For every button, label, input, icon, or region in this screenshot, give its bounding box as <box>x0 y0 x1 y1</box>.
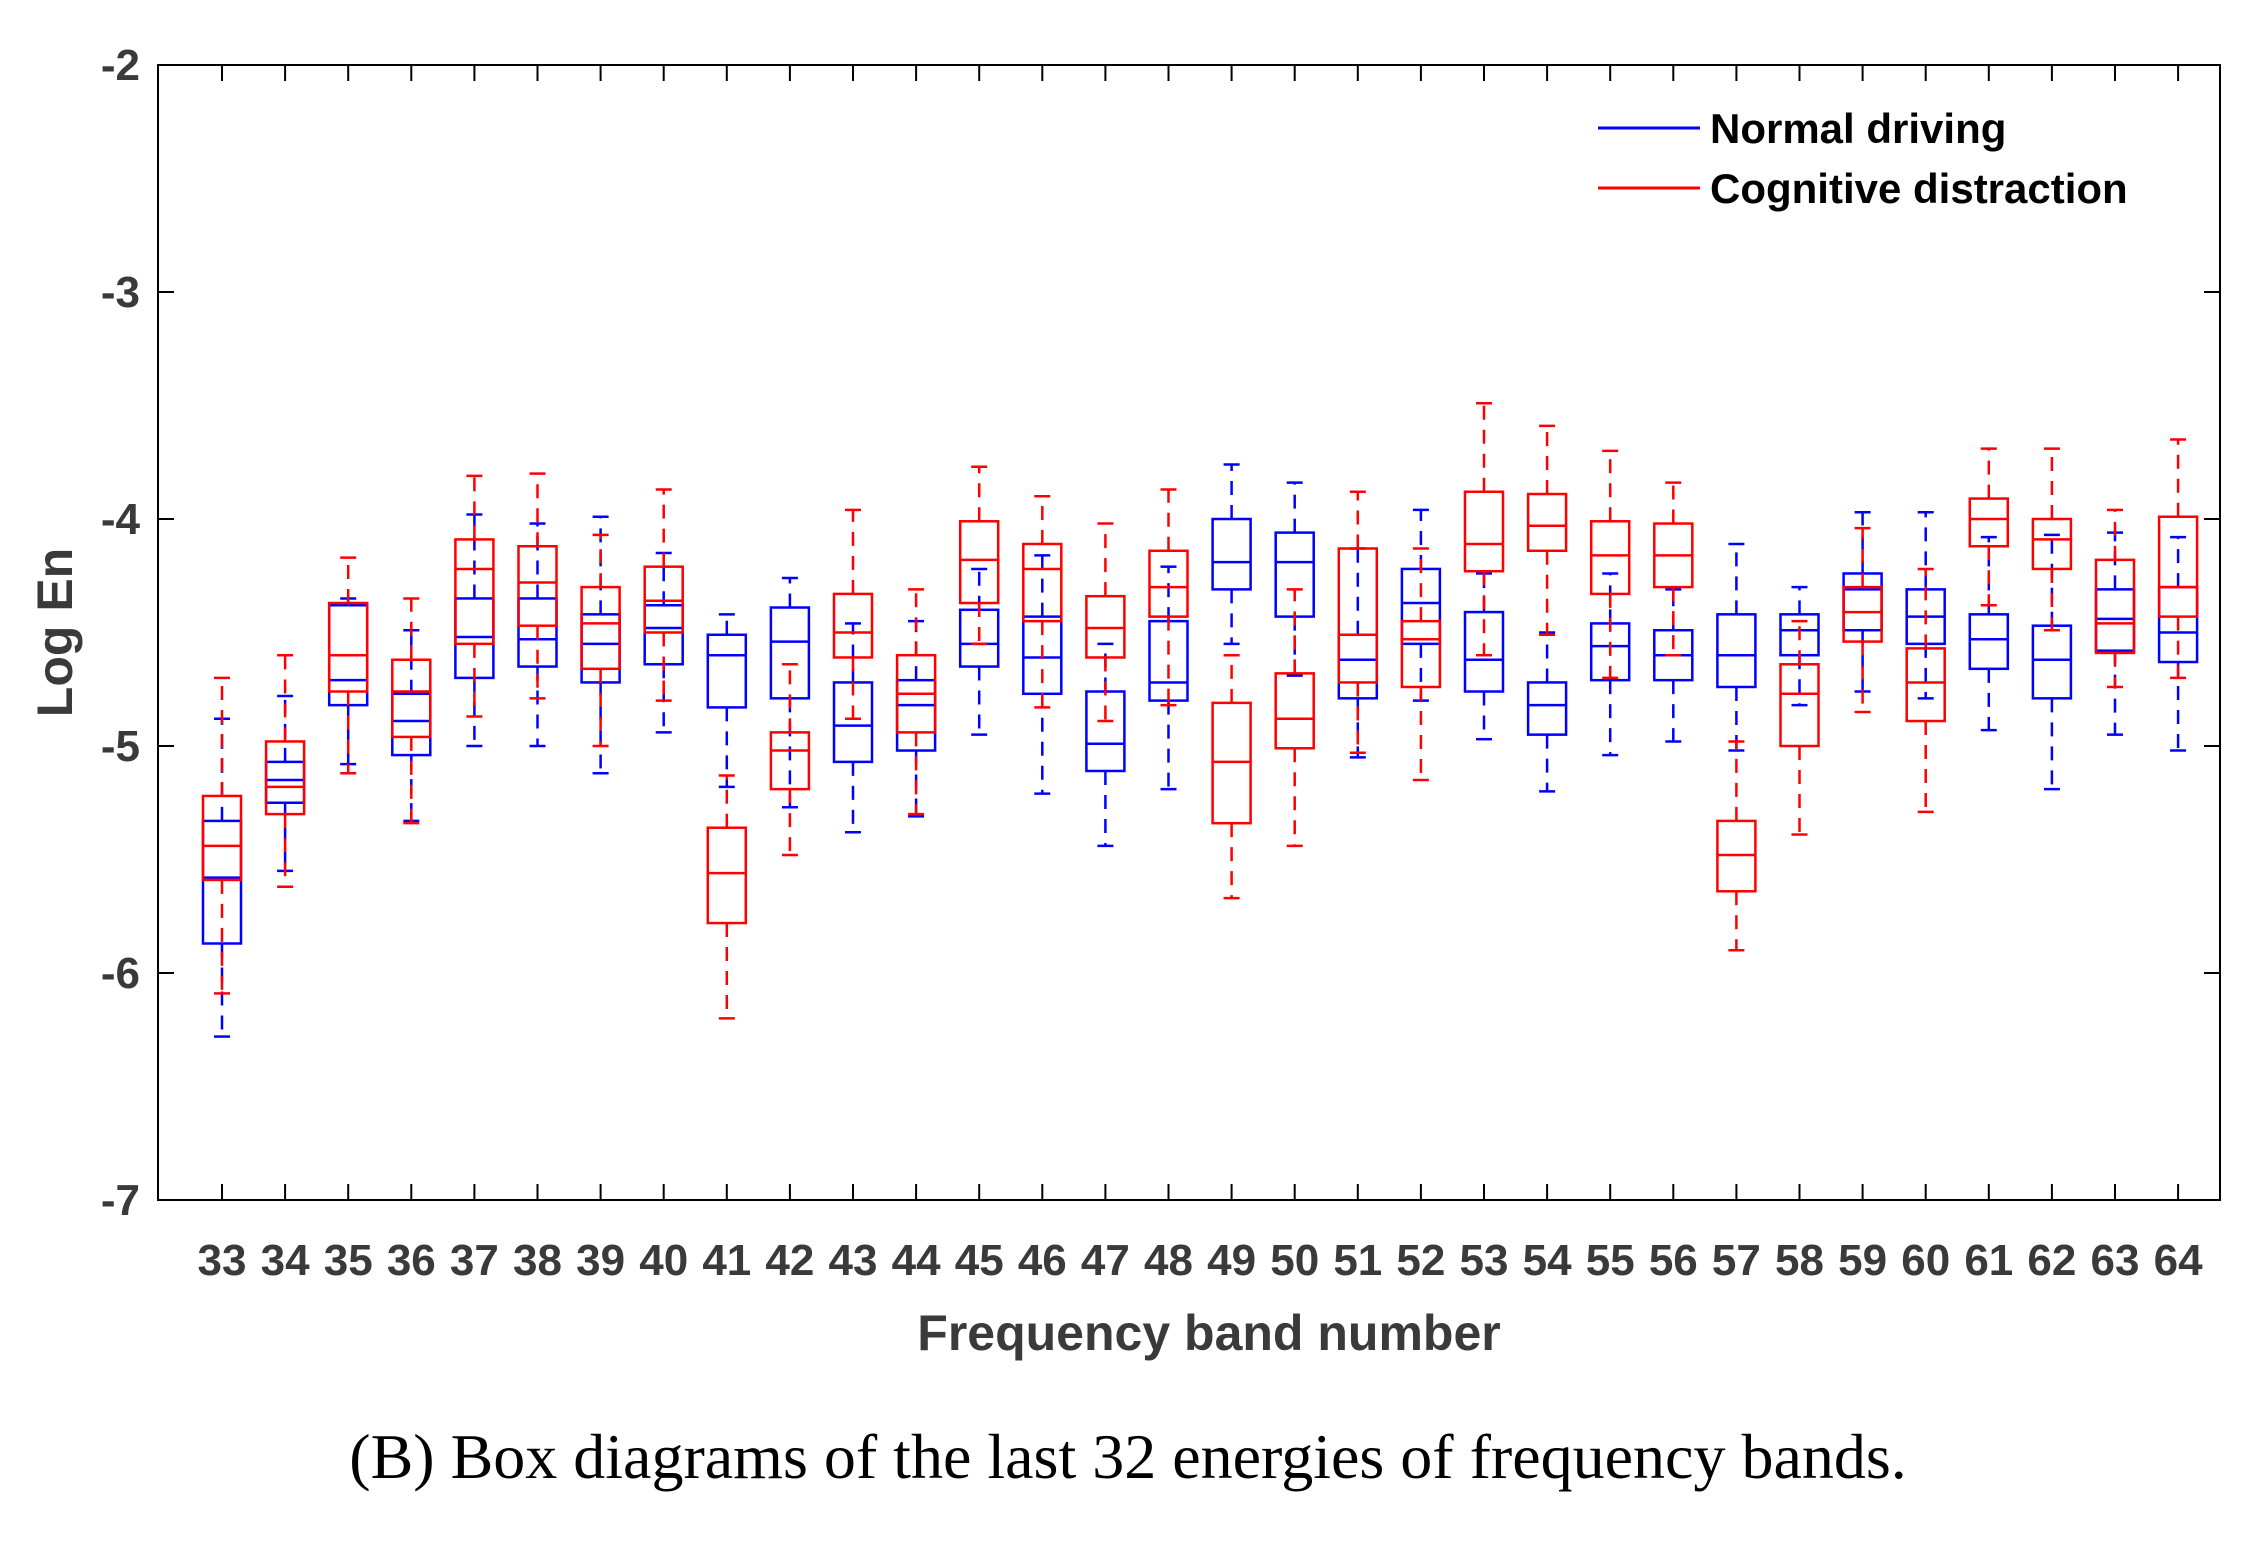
box-cognitive-distraction-60 <box>1905 647 1946 723</box>
x-tick-label: 45 <box>955 1236 1004 1285</box>
y-tick-label: -2 <box>101 41 140 90</box>
x-tick-label: 53 <box>1460 1236 1509 1285</box>
plot-frame <box>157 64 2221 1201</box>
box-cognitive-distraction-54 <box>1526 492 1568 553</box>
box-cognitive-distraction-35 <box>327 601 369 693</box>
box-cognitive-distraction-58 <box>1779 663 1820 748</box>
box-normal-driving-50 <box>1274 531 1315 618</box>
y-tick-label: -3 <box>101 268 140 317</box>
box-normal-driving-38 <box>517 597 558 668</box>
x-tick-label: 39 <box>576 1236 625 1285</box>
legend-label-cognitive-distraction: Cognitive distraction <box>1710 165 2128 212</box>
x-tick-label: 43 <box>829 1236 878 1285</box>
box-normal-driving-34 <box>264 760 306 805</box>
x-tick-label: 47 <box>1081 1236 1130 1285</box>
x-tick-label: 54 <box>1523 1236 1572 1285</box>
box-normal-driving-53 <box>1463 610 1505 693</box>
box-cognitive-distraction-33 <box>201 794 243 882</box>
box-cognitive-distraction-38 <box>517 544 558 627</box>
x-tick-label: 56 <box>1649 1236 1698 1285</box>
x-tick-label: 60 <box>1901 1236 1950 1285</box>
y-tick-label: -5 <box>101 722 140 771</box>
x-tick-label: 48 <box>1144 1236 1193 1285</box>
x-tick-label: 44 <box>892 1236 941 1285</box>
box-cognitive-distraction-59 <box>1842 585 1883 643</box>
x-tick-label: 62 <box>2027 1236 2076 1285</box>
x-tick-label: 51 <box>1333 1236 1382 1285</box>
box-normal-driving-57 <box>1716 613 1757 689</box>
box-cognitive-distraction-51 <box>1337 547 1379 684</box>
series-cognitive-distraction <box>201 401 2199 1020</box>
boxplot-chart: -7 -6 -5 -4 -3 -2 33 34 35 36 37 38 39 40 41 42 43 44 45 46… <box>27 41 2221 1361</box>
legend-label-normal-driving: Normal driving <box>1710 105 2006 152</box>
x-tick-label: 58 <box>1775 1236 1824 1285</box>
box-normal-driving-52 <box>1400 567 1442 646</box>
y-tick-label: -4 <box>101 495 141 544</box>
x-tick-label: 35 <box>324 1236 373 1285</box>
box-cognitive-distraction-37 <box>454 538 495 646</box>
box-cognitive-distraction-55 <box>1589 520 1631 596</box>
box-normal-driving-47 <box>1085 690 1126 773</box>
ticks-layer: -7 -6 -5 -4 -3 -2 33 34 35 36 37 38 39 40 41 42 43 44 45 46… <box>101 41 2220 1285</box>
box-normal-driving-54 <box>1526 681 1568 736</box>
x-tick-label: 52 <box>1396 1236 1445 1285</box>
box-normal-driving-33 <box>201 819 243 945</box>
x-tick-label: 33 <box>198 1236 247 1285</box>
box-normal-driving-41 <box>706 633 748 709</box>
x-tick-label: 46 <box>1018 1236 1067 1285</box>
boxes-layer <box>201 401 2199 1038</box>
box-cognitive-distraction-53 <box>1463 490 1505 573</box>
figure-caption: (B) Box diagrams of the last 32 energies… <box>349 1421 1907 1492</box>
box-cognitive-distraction-45 <box>958 520 1000 605</box>
box-normal-driving-62 <box>2031 624 2073 700</box>
x-tick-label: 42 <box>765 1236 814 1285</box>
x-tick-label: 40 <box>639 1236 688 1285</box>
legend: Normal driving Cognitive distraction <box>1598 105 2128 212</box>
box-cognitive-distraction-48 <box>1148 549 1189 618</box>
box-cognitive-distraction-52 <box>1400 619 1442 689</box>
box-cognitive-distraction-43 <box>832 592 874 659</box>
box-cognitive-distraction-64 <box>2157 515 2199 618</box>
x-axis-title: Frequency band number <box>917 1305 1500 1361</box>
x-tick-label: 36 <box>387 1236 436 1285</box>
x-tick-label: 59 <box>1838 1236 1887 1285</box>
x-tick-label: 57 <box>1712 1236 1761 1285</box>
x-tick-label: 55 <box>1586 1236 1635 1285</box>
series-normal-driving <box>201 463 2199 1038</box>
box-normal-driving-61 <box>1968 613 2010 671</box>
x-tick-label: 41 <box>702 1236 751 1285</box>
x-tick-label: 63 <box>2091 1236 2140 1285</box>
box-cognitive-distraction-42 <box>769 731 811 791</box>
y-tick-label: -7 <box>101 1176 140 1225</box>
x-tick-label: 37 <box>450 1236 499 1285</box>
box-cognitive-distraction-39 <box>580 585 621 671</box>
box-cognitive-distraction-61 <box>1968 497 2010 548</box>
y-axis-title: Log En <box>27 548 83 717</box>
box-cognitive-distraction-34 <box>264 740 306 816</box>
box-normal-driving-49 <box>1211 517 1252 591</box>
box-cognitive-distraction-41 <box>706 826 748 925</box>
x-tick-label: 64 <box>2154 1236 2203 1285</box>
x-tick-label: 34 <box>261 1236 310 1285</box>
box-cognitive-distraction-36 <box>391 658 432 739</box>
x-tick-label: 61 <box>1964 1236 2013 1285</box>
x-tick-label: 49 <box>1207 1236 1256 1285</box>
box-normal-driving-42 <box>769 606 811 700</box>
x-tick-label: 38 <box>513 1236 562 1285</box>
x-tick-label: 50 <box>1270 1236 1319 1285</box>
box-cognitive-distraction-46 <box>1022 542 1063 623</box>
box-cognitive-distraction-50 <box>1274 672 1315 750</box>
y-tick-label: -6 <box>101 949 140 998</box>
box-cognitive-distraction-62 <box>2031 517 2073 571</box>
box-cognitive-distraction-63 <box>2094 558 2136 655</box>
